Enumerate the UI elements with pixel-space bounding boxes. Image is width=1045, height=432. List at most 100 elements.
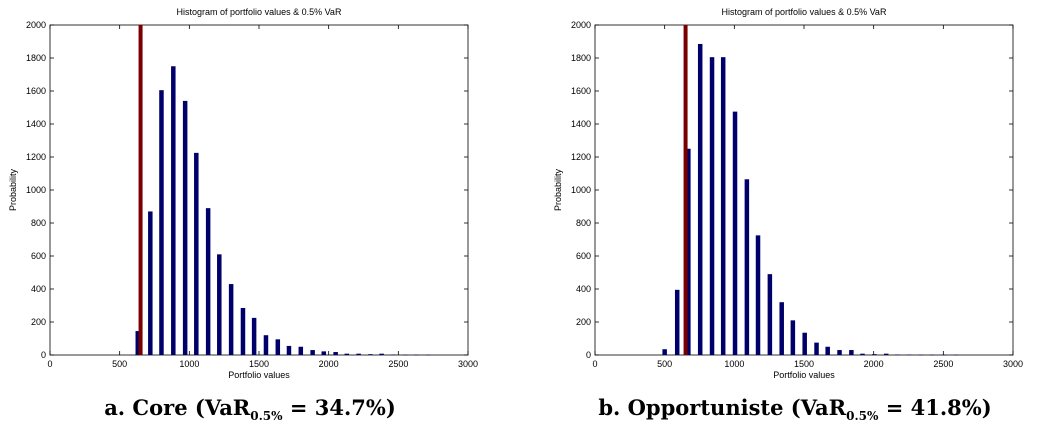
histogram-bar bbox=[662, 349, 667, 355]
histogram-bar bbox=[790, 320, 796, 355]
y-tick-label: 1400 bbox=[571, 119, 591, 129]
x-axis-label: Portfolio values bbox=[228, 370, 290, 380]
histogram-bar bbox=[767, 274, 773, 355]
histogram-bar bbox=[720, 57, 726, 356]
x-axis-label: Portfolio values bbox=[773, 370, 835, 380]
histogram-bar bbox=[941, 354, 947, 356]
caption-opportuniste: b. Opportuniste (VaR0.5% = 41.8%) bbox=[545, 395, 1045, 423]
x-tick-label: 3000 bbox=[1003, 359, 1023, 369]
caption-core-suffix: = 34.7%) bbox=[282, 395, 396, 420]
histogram-bar bbox=[802, 332, 807, 355]
chart-title: Histogram of portfolio values & 0.5% VaR bbox=[722, 7, 887, 17]
histogram-bar bbox=[872, 354, 877, 355]
plot-area bbox=[49, 24, 469, 356]
histogram-bar bbox=[368, 354, 373, 355]
y-tick-label: 0 bbox=[586, 350, 591, 360]
histogram-bar bbox=[194, 152, 199, 355]
y-tick-label: 400 bbox=[31, 284, 46, 294]
y-tick-label: 2000 bbox=[571, 20, 591, 30]
histogram-bar bbox=[860, 353, 865, 355]
y-tick-label: 2000 bbox=[26, 20, 46, 30]
y-tick-label: 600 bbox=[31, 251, 46, 261]
histogram-bar bbox=[426, 354, 431, 356]
chart-panel-core: Histogram of portfolio values & 0.5% VaR… bbox=[0, 0, 500, 432]
histogram-bar bbox=[159, 90, 164, 356]
histogram-bar bbox=[883, 353, 889, 355]
histogram-bar bbox=[217, 254, 222, 355]
histogram-bar bbox=[709, 57, 715, 356]
histogram-bar bbox=[732, 111, 738, 355]
histogram-bar bbox=[135, 331, 141, 355]
histogram-bar bbox=[263, 335, 269, 355]
histogram-bar bbox=[403, 354, 408, 356]
plot-area bbox=[594, 24, 1014, 356]
x-tick-label: 1000 bbox=[724, 359, 744, 369]
y-tick-label: 200 bbox=[576, 317, 591, 327]
x-tick-label: 2500 bbox=[388, 359, 408, 369]
histogram-bar bbox=[205, 208, 211, 355]
histogram-bar bbox=[895, 354, 900, 356]
y-tick-label: 1200 bbox=[571, 152, 591, 162]
histogram-bar bbox=[298, 346, 304, 355]
histogram-bar bbox=[849, 350, 854, 355]
x-tick-label: 0 bbox=[592, 359, 597, 369]
y-axis-label: Probability bbox=[8, 168, 18, 211]
histogram-bar bbox=[414, 354, 419, 356]
y-tick-label: 1000 bbox=[26, 185, 46, 195]
y-axis-label: Probability bbox=[553, 168, 563, 211]
y-tick-label: 800 bbox=[31, 218, 46, 228]
histogram-bar bbox=[686, 148, 691, 355]
histogram-core: Histogram of portfolio values & 0.5% VaR… bbox=[8, 7, 478, 380]
y-tick-label: 1000 bbox=[571, 185, 591, 195]
histogram-bar bbox=[837, 350, 842, 355]
histogram-bar bbox=[814, 342, 819, 355]
histogram-bar bbox=[929, 354, 935, 356]
histogram-bar bbox=[240, 307, 246, 355]
x-tick-label: 1500 bbox=[249, 359, 269, 369]
chart-panel-opportuniste: Histogram of portfolio values & 0.5% VaR… bbox=[545, 0, 1045, 432]
histogram-bar bbox=[674, 289, 680, 355]
chart-title: Histogram of portfolio values & 0.5% VaR bbox=[177, 7, 342, 17]
histogram-bar bbox=[918, 354, 924, 356]
histogram-bar bbox=[275, 339, 281, 355]
histogram-bar bbox=[825, 346, 830, 355]
histogram-opportuniste: Histogram of portfolio values & 0.5% VaR… bbox=[553, 7, 1023, 380]
y-tick-label: 800 bbox=[576, 218, 591, 228]
histogram-bar bbox=[697, 43, 703, 355]
histogram-bar bbox=[182, 100, 188, 356]
y-tick-label: 1800 bbox=[571, 53, 591, 63]
histogram-bar bbox=[333, 352, 338, 355]
x-tick-label: 1500 bbox=[794, 359, 814, 369]
x-tick-label: 500 bbox=[112, 359, 127, 369]
histogram-bar bbox=[344, 353, 350, 355]
y-tick-label: 1600 bbox=[26, 86, 46, 96]
y-tick-label: 200 bbox=[31, 317, 46, 327]
x-tick-label: 2000 bbox=[319, 359, 339, 369]
histogram-bar bbox=[744, 179, 750, 355]
histogram-bar bbox=[755, 235, 761, 355]
histogram-bar bbox=[310, 350, 315, 355]
y-tick-label: 1600 bbox=[571, 86, 591, 96]
y-tick-label: 600 bbox=[576, 251, 591, 261]
histogram-bar bbox=[228, 284, 234, 355]
x-tick-label: 1000 bbox=[179, 359, 199, 369]
y-tick-label: 1200 bbox=[26, 152, 46, 162]
x-tick-label: 2000 bbox=[864, 359, 884, 369]
histogram-bar bbox=[171, 66, 176, 355]
histogram-bar bbox=[148, 211, 153, 355]
caption-opportuniste-sub: 0.5% bbox=[846, 409, 879, 424]
x-tick-label: 0 bbox=[47, 359, 52, 369]
y-tick-label: 1400 bbox=[26, 119, 46, 129]
histogram-bar bbox=[251, 317, 257, 355]
histogram-bar bbox=[321, 351, 327, 355]
x-tick-label: 2500 bbox=[933, 359, 953, 369]
histogram-bar bbox=[356, 353, 361, 355]
histogram-bar bbox=[391, 354, 396, 356]
histogram-bar bbox=[379, 353, 384, 355]
x-tick-label: 500 bbox=[657, 359, 672, 369]
caption-core-prefix: a. Core (VaR bbox=[104, 395, 251, 420]
caption-opportuniste-suffix: = 41.8%) bbox=[878, 395, 992, 420]
histogram-bar bbox=[286, 345, 292, 355]
histogram-bar bbox=[953, 354, 959, 356]
histogram-bar bbox=[906, 354, 912, 356]
